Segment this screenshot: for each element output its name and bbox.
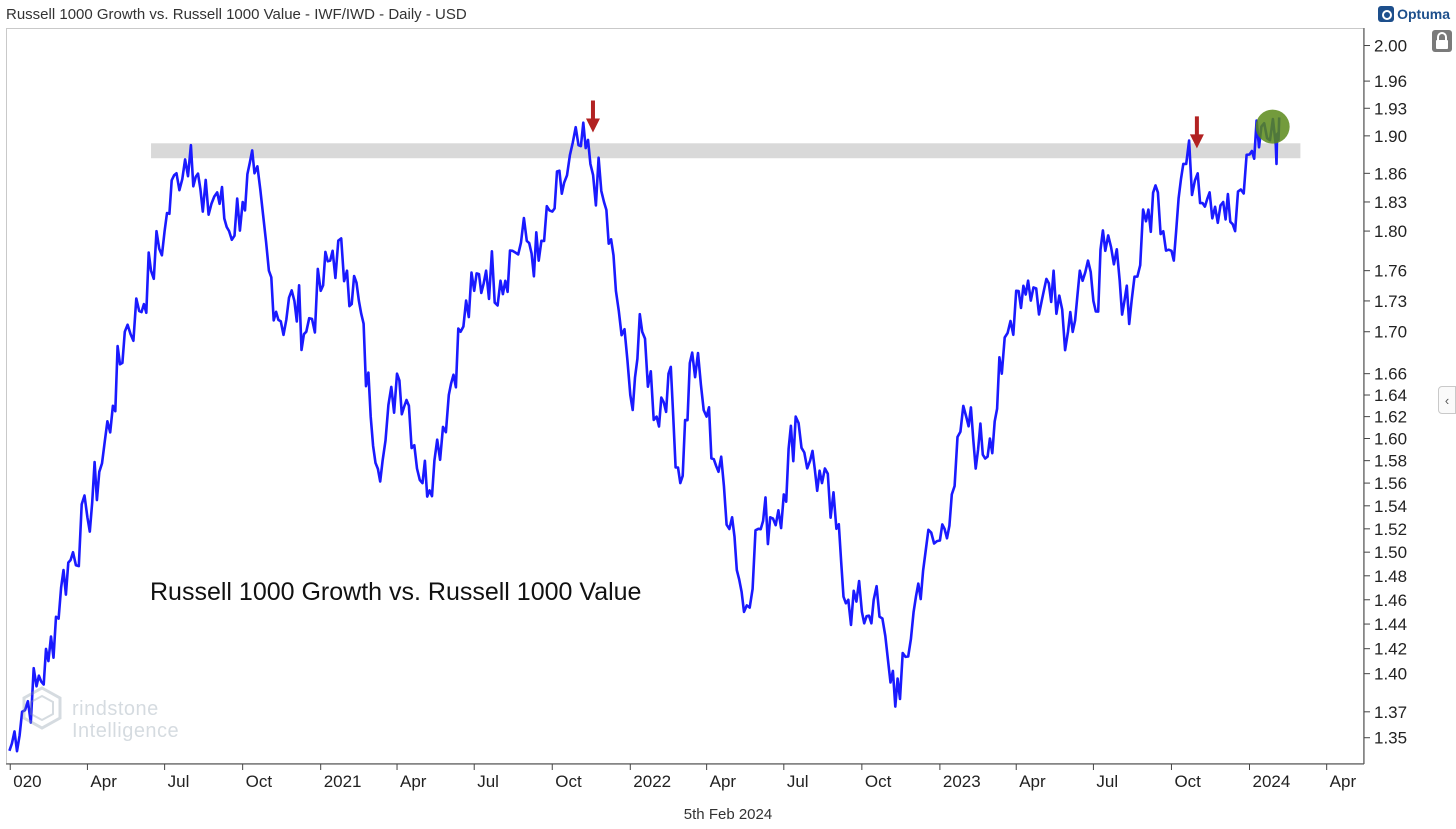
y-tick-label: 1.62 [1374,408,1407,427]
down-arrow-icon [585,118,600,133]
x-tick-label: Oct [555,772,582,791]
x-tick-label: Jul [1096,772,1118,791]
y-axis: 2.00 1.96 1.93 1.90 1.86 1.83 1.80 1.76 1.73 1.70… [1363,28,1407,764]
marker-layer [585,100,1290,149]
y-tick-label: 1.56 [1374,474,1407,493]
chart-title: Russell 1000 Growth vs. Russell 1000 Val… [6,6,467,23]
y-tick-label: 1.70 [1374,323,1407,342]
x-tick-label: Apr [90,772,117,791]
x-tick-label: Apr [1019,772,1046,791]
series-line-layer [8,117,1281,753]
y-tick-label: 1.76 [1374,262,1407,281]
down-arrow-icon [1189,134,1204,149]
y-tick-label: 1.83 [1374,193,1407,212]
chevron-left-icon: ‹ [1444,393,1450,408]
y-tick-label: 1.66 [1374,365,1407,384]
x-tick-label: Jul [787,772,809,791]
watermark: rindstone Intelligence [22,684,222,744]
lock-icon[interactable] [1432,30,1452,52]
x-tick-label: 2021 [324,772,362,791]
chart-annotation-label: Russell 1000 Growth vs. Russell 1000 Val… [150,578,642,606]
watermark-line-1: rindstone [72,698,159,720]
y-tick-label: 1.42 [1374,640,1407,659]
y-tick-label: 1.64 [1374,386,1407,405]
y-tick-label: 1.93 [1374,99,1407,118]
y-tick-label: 1.48 [1374,567,1407,586]
y-tick-label: 1.52 [1374,520,1407,539]
x-tick-label: 2023 [943,772,981,791]
highlight-circle [1255,109,1290,144]
series-line [8,117,1281,753]
brand-name: Optuma [1397,6,1450,22]
y-tick-label: 1.73 [1374,292,1407,311]
watermark-hex-icon [22,686,62,730]
y-tick-label: 1.46 [1374,591,1407,610]
optuma-logo-icon [1378,6,1395,22]
arrow-shaft [1194,116,1199,137]
x-tick-label: 2022 [633,772,671,791]
y-tick-label: 1.96 [1374,72,1407,91]
x-tick-label: Oct [246,772,273,791]
resistance-band [151,143,1301,159]
x-tick-label: Apr [710,772,737,791]
x-tick-label: Jul [168,772,190,791]
y-tick-label: 1.60 [1374,430,1407,449]
watermark-line-2: Intelligence [72,720,180,742]
y-tick-label: 1.80 [1374,222,1407,241]
y-tick-label: 1.86 [1374,164,1407,183]
x-tick-label: 2024 [1252,772,1290,791]
y-tick-label: 1.44 [1374,615,1407,634]
brand-logo: Optuma [1378,4,1450,24]
x-tick-label: Apr [1330,772,1357,791]
footer-date: 5th Feb 2024 [683,806,773,823]
y-tick-label: 1.35 [1374,729,1407,748]
x-tick-label: Oct [865,772,892,791]
y-tick-label: 1.50 [1374,543,1407,562]
y-tick-label: 1.90 [1374,127,1407,146]
y-tick-label: 1.37 [1374,703,1407,722]
arrow-shaft [590,100,595,121]
y-tick-label: 2.00 [1374,37,1407,56]
x-axis: 020 Apr Jul Oct 2021 Apr Jul Oct 2022 Apr Jul Oct 20… [6,763,1364,791]
title-bar: Russell 1000 Growth vs. Russell 1000 Val… [0,0,1456,28]
x-tick-label: Oct [1174,772,1201,791]
x-tick-label: Jul [477,772,499,791]
x-tick-label: Apr [400,772,427,791]
y-tick-label: 1.40 [1374,665,1407,684]
resistance-band-layer [151,143,1301,159]
x-tick-label: 020 [13,772,41,791]
y-tick-label: 1.54 [1374,497,1407,516]
y-tick-label: 1.58 [1374,452,1407,471]
